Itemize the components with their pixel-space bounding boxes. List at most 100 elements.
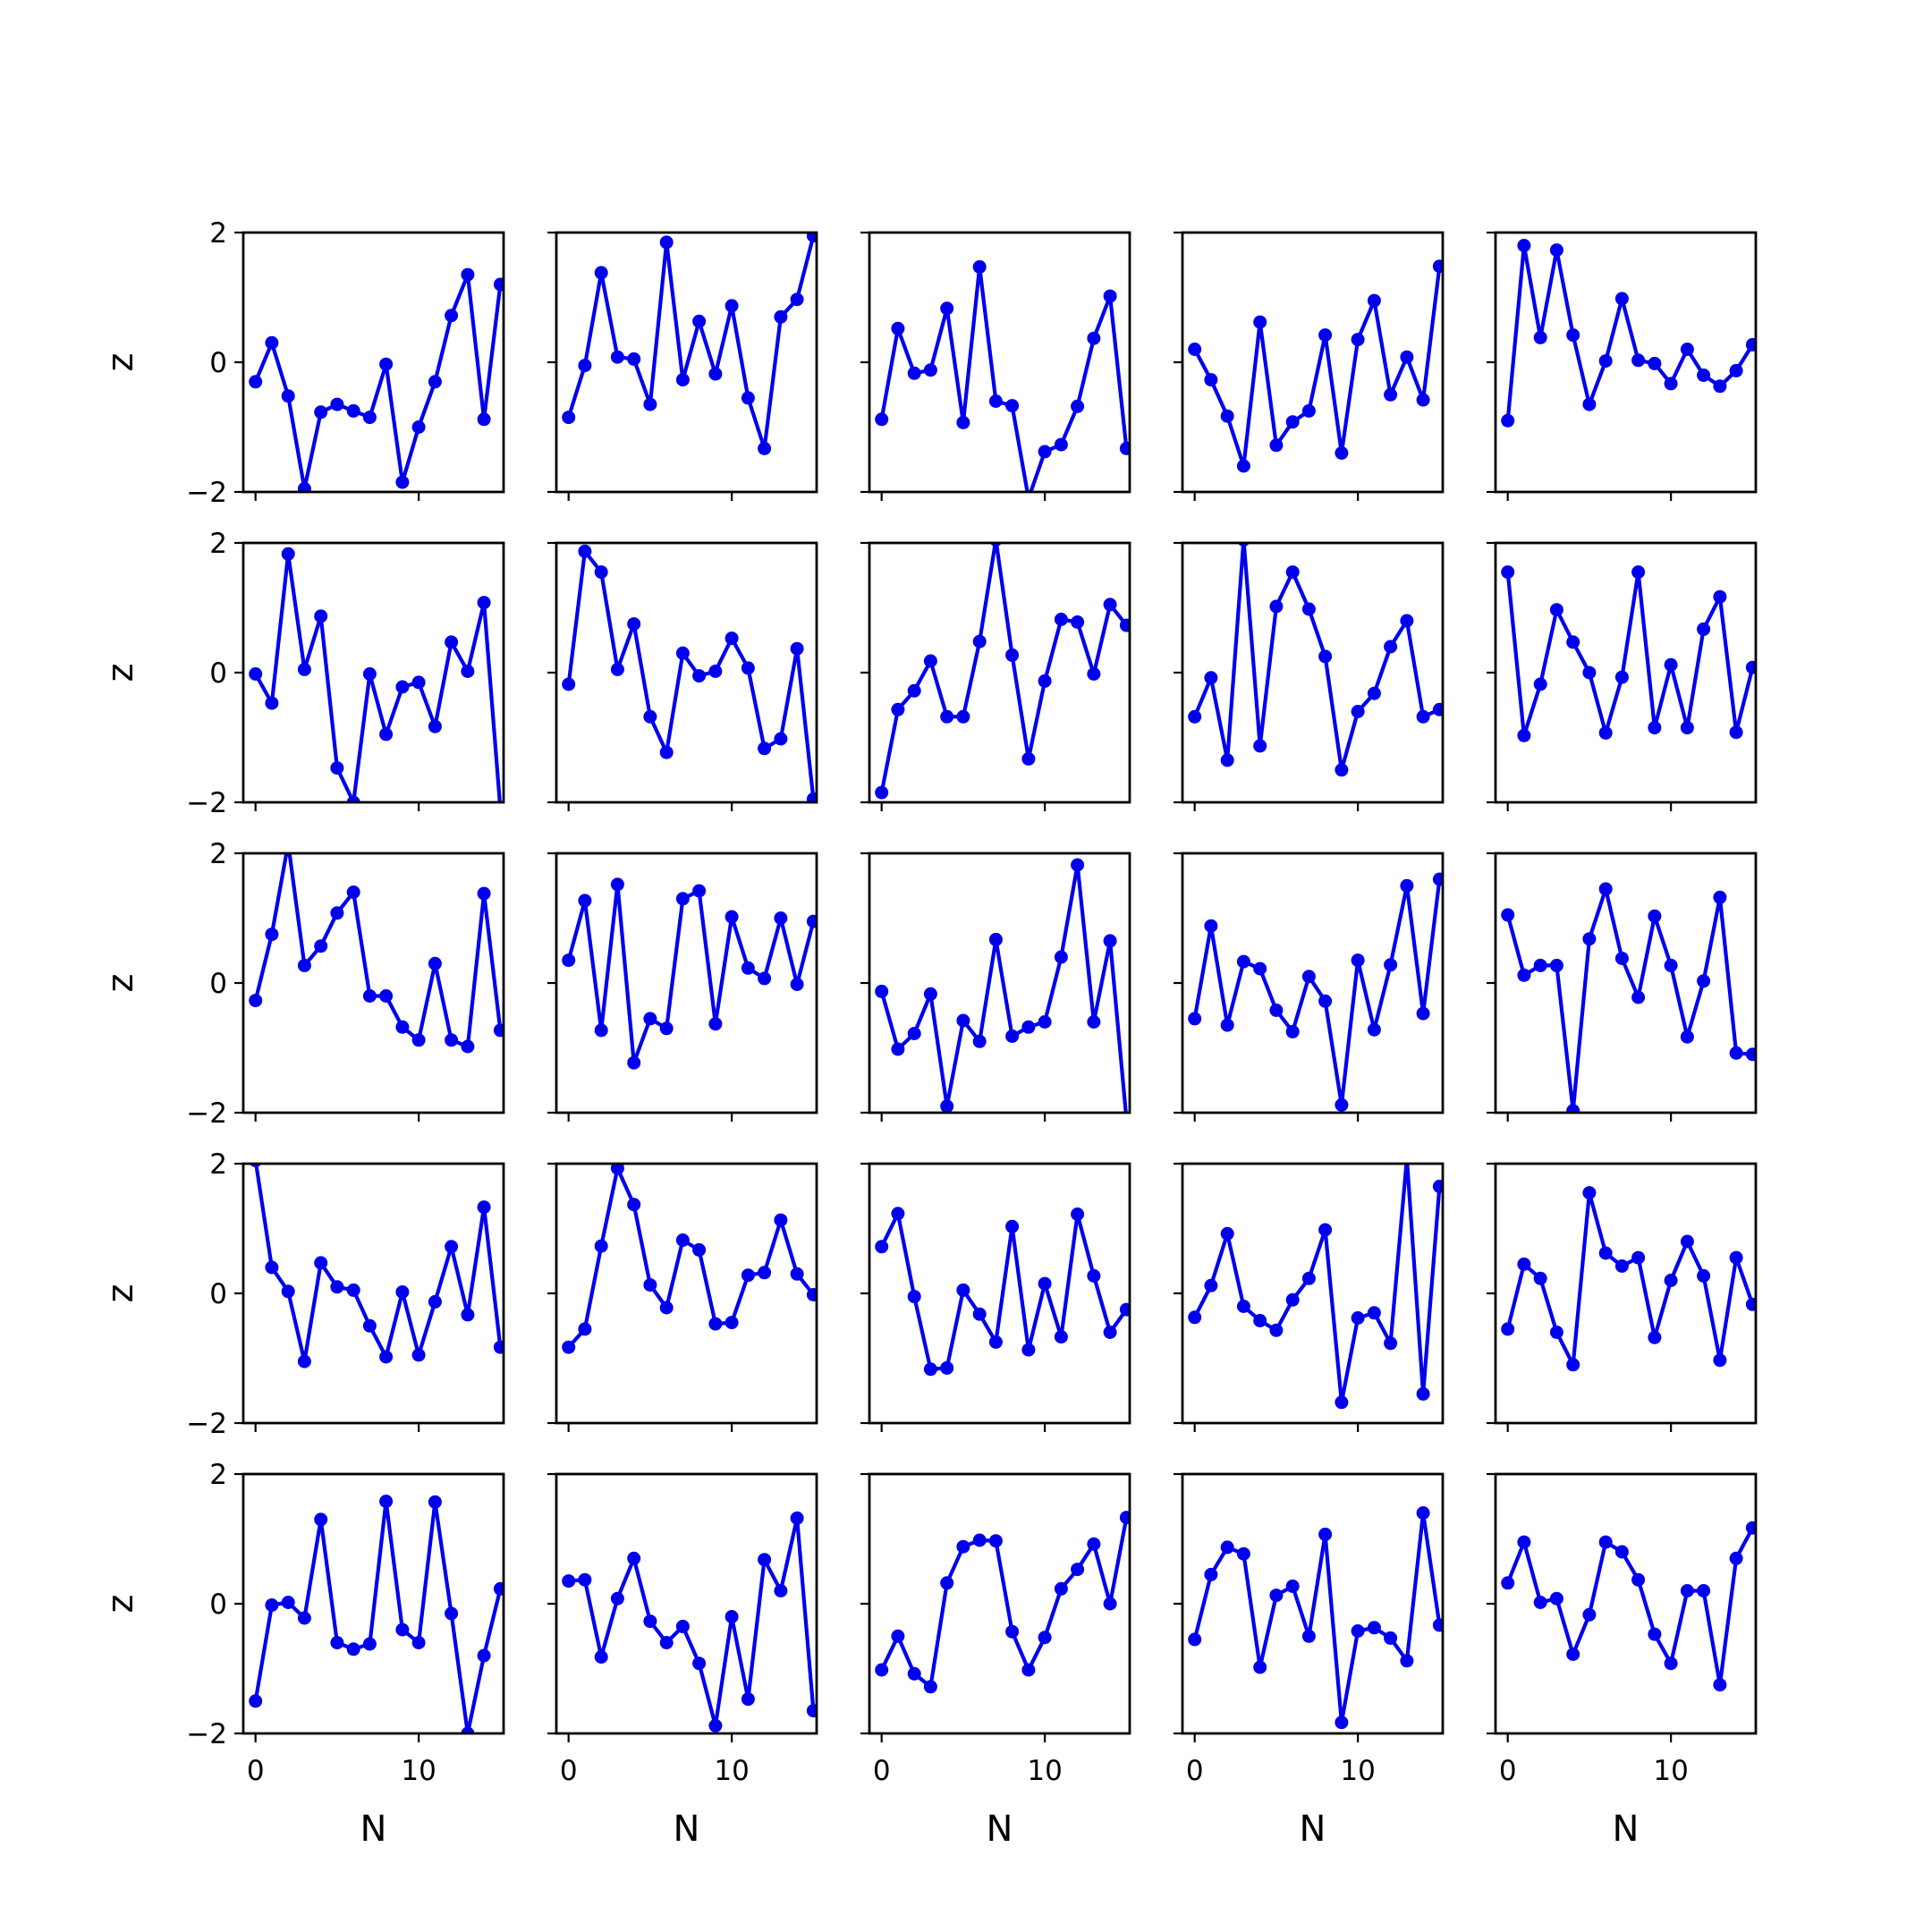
data-point (578, 1322, 592, 1336)
data-point (1697, 622, 1711, 636)
data-point (1384, 958, 1398, 972)
data-point (1697, 1584, 1711, 1597)
data-point (724, 631, 739, 646)
series-group (875, 858, 1129, 1113)
data-point (1038, 1276, 1052, 1291)
series-line (1192, 878, 1442, 1107)
data-point (330, 761, 344, 775)
series-group (1188, 259, 1443, 473)
data-point (1236, 1546, 1250, 1561)
data-point (1188, 709, 1202, 724)
data-point (1697, 369, 1711, 382)
series-line (879, 543, 1129, 793)
data-point (724, 1610, 739, 1623)
data-point (923, 987, 937, 1001)
y-tick-label: 2 (209, 217, 227, 250)
data-point (1021, 1020, 1036, 1034)
data-point (1285, 415, 1300, 429)
data-point (1054, 1330, 1068, 1344)
data-point (498, 801, 503, 802)
data-point (1680, 1234, 1694, 1249)
data-point (875, 785, 889, 800)
panel-r5-c1: 0 10 −2 0 2 z N (100, 1459, 505, 1850)
panel-r5-c2: 0 10 N (547, 1472, 818, 1850)
data-point (411, 1033, 426, 1047)
data-point (265, 696, 279, 710)
series-group (562, 1511, 817, 1733)
data-point (1054, 1581, 1068, 1596)
series-group (1501, 1521, 1756, 1692)
data-point (774, 911, 788, 925)
data-point (297, 958, 311, 972)
data-point (1103, 934, 1117, 948)
data-point (578, 544, 592, 558)
data-point (1119, 1511, 1130, 1525)
data-point (692, 884, 707, 898)
data-point (774, 1584, 788, 1597)
y-axis-label: z (100, 664, 141, 682)
data-point (477, 596, 491, 610)
panel-r2-c2 (547, 541, 818, 811)
series-line (254, 1164, 503, 1364)
data-point (1124, 1112, 1129, 1113)
data-point (643, 397, 657, 411)
data-point (1631, 990, 1646, 1004)
series-line (568, 1516, 816, 1728)
data-point (1301, 1629, 1316, 1643)
data-point (1038, 1631, 1052, 1645)
data-point (806, 914, 817, 928)
data-point (249, 994, 263, 1008)
data-point (1566, 635, 1580, 649)
data-point (1351, 953, 1365, 968)
data-point (477, 412, 491, 427)
series-group (1501, 1186, 1756, 1372)
data-point (314, 1256, 328, 1270)
data-point (477, 1648, 491, 1663)
data-point (297, 1354, 311, 1368)
data-point (1664, 1274, 1678, 1287)
data-point (1021, 1343, 1036, 1357)
data-point (1285, 1024, 1300, 1038)
data-point (875, 984, 889, 998)
data-point (1301, 403, 1316, 418)
data-point (790, 292, 804, 307)
data-point (1253, 315, 1267, 329)
data-point (1566, 1104, 1580, 1113)
data-point (891, 702, 905, 716)
data-point (907, 1666, 921, 1681)
data-point (1713, 1353, 1727, 1368)
data-point (594, 1650, 608, 1664)
data-point (940, 1576, 954, 1590)
data-point (411, 675, 426, 690)
data-point (1614, 1545, 1629, 1559)
axes-frame (555, 541, 818, 804)
data-point (940, 1099, 954, 1113)
data-point (1005, 648, 1020, 662)
data-point (1400, 614, 1414, 628)
data-point (1566, 1648, 1580, 1661)
data-point (314, 405, 328, 419)
data-point (1204, 373, 1218, 387)
data-point (1416, 393, 1430, 407)
data-point (379, 1350, 394, 1364)
data-point (1285, 565, 1300, 580)
x-axis-label: N (1613, 1809, 1640, 1850)
data-point (806, 1704, 817, 1718)
data-point (1517, 1535, 1531, 1549)
data-point (477, 886, 491, 901)
data-point (1087, 667, 1101, 681)
data-point (1614, 292, 1629, 306)
data-point (1318, 649, 1333, 664)
data-point (1501, 413, 1515, 428)
panel-r3-c3 (860, 852, 1131, 1122)
data-point (1236, 954, 1250, 969)
data-point (1087, 1537, 1101, 1551)
series-group (249, 267, 504, 492)
data-point (562, 411, 576, 425)
series-group (1188, 1506, 1443, 1730)
data-point (1598, 354, 1613, 369)
series-group (1501, 239, 1756, 428)
data-point (1103, 289, 1117, 303)
data-point (923, 363, 937, 377)
data-point (692, 1242, 707, 1257)
